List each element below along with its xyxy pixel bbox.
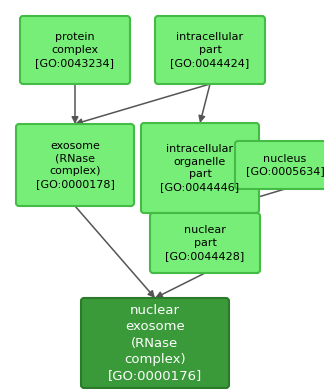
FancyBboxPatch shape: [141, 123, 259, 213]
FancyBboxPatch shape: [16, 124, 134, 206]
Text: nucleus
[GO:0005634]: nucleus [GO:0005634]: [246, 154, 324, 176]
Text: protein
complex
[GO:0043234]: protein complex [GO:0043234]: [36, 32, 114, 68]
FancyBboxPatch shape: [20, 16, 130, 84]
Text: intracellular
part
[GO:0044424]: intracellular part [GO:0044424]: [170, 32, 249, 68]
FancyBboxPatch shape: [155, 16, 265, 84]
FancyBboxPatch shape: [150, 213, 260, 273]
Text: exosome
(RNase
complex)
[GO:0000178]: exosome (RNase complex) [GO:0000178]: [36, 141, 114, 189]
Text: nuclear
exosome
(RNase
complex)
[GO:0000176]: nuclear exosome (RNase complex) [GO:0000…: [108, 303, 202, 382]
Text: intracellular
organelle
part
[GO:0044446]: intracellular organelle part [GO:0044446…: [160, 144, 239, 192]
FancyBboxPatch shape: [81, 298, 229, 388]
FancyBboxPatch shape: [235, 141, 324, 189]
Text: nuclear
part
[GO:0044428]: nuclear part [GO:0044428]: [165, 225, 245, 261]
